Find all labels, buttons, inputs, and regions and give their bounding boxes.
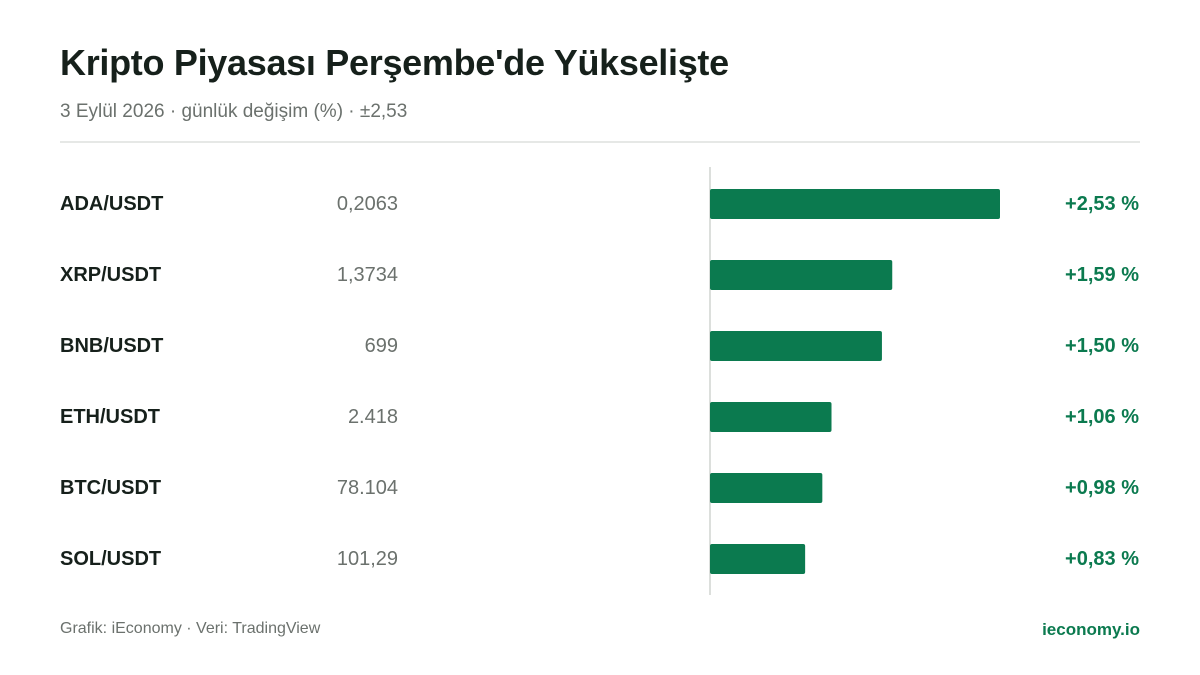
chart-row: BTC/USDT 78.104 +0,98 % xyxy=(60,473,1139,503)
header-divider xyxy=(60,141,1140,143)
chart-row: SOL/USDT 101,29 +0,83 % xyxy=(60,544,1139,574)
price-label: 1,3734 xyxy=(337,264,398,286)
price-label: 2.418 xyxy=(348,406,398,428)
chart-row: ETH/USDT 2.418 +1,06 % xyxy=(60,402,1139,432)
price-label: 699 xyxy=(365,335,398,357)
price-label: 78.104 xyxy=(337,477,398,499)
price-label: 0,2063 xyxy=(337,193,398,215)
page-subtitle: 3 Eylül 2026 · günlük değişim (%) · ±2,5… xyxy=(60,101,408,122)
footer-brand: ieconomy.io xyxy=(1042,620,1140,639)
change-value-label: +0,83 % xyxy=(1065,548,1139,570)
change-bar xyxy=(710,473,823,503)
change-value-label: +1,50 % xyxy=(1065,335,1139,357)
change-value-label: +2,53 % xyxy=(1065,193,1139,215)
pair-label: ETH/USDT xyxy=(60,406,160,428)
chart-row: ADA/USDT 0,2063 +2,53 % xyxy=(60,189,1139,219)
pair-label: ADA/USDT xyxy=(60,193,163,215)
change-bar xyxy=(710,402,832,432)
footer-credit: Grafik: iEconomy · Veri: TradingView xyxy=(60,620,321,637)
change-bar xyxy=(710,260,893,290)
pair-label: BNB/USDT xyxy=(60,335,163,357)
change-bar xyxy=(710,189,1000,219)
pair-label: SOL/USDT xyxy=(60,548,161,570)
change-value-label: +0,98 % xyxy=(1065,477,1139,499)
chart-row: BNB/USDT 699 +1,50 % xyxy=(60,331,1139,361)
price-label: 101,29 xyxy=(337,548,398,570)
change-value-label: +1,06 % xyxy=(1065,406,1139,428)
change-value-label: +1,59 % xyxy=(1065,264,1139,286)
page-title: Kripto Piyasası Perşembe'de Yükselişte xyxy=(60,42,729,83)
pair-label: XRP/USDT xyxy=(60,264,161,286)
pair-label: BTC/USDT xyxy=(60,477,161,499)
change-bar xyxy=(710,331,882,361)
chart-row: XRP/USDT 1,3734 +1,59 % xyxy=(60,260,1139,290)
change-bar xyxy=(710,544,806,574)
